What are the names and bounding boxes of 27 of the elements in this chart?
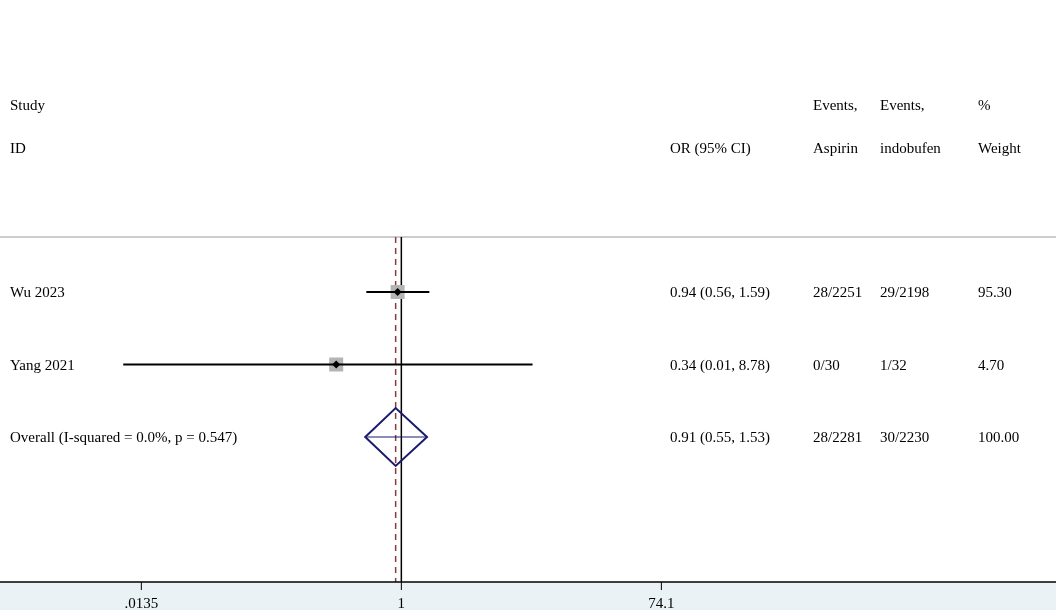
annotation: 30/2230 xyxy=(880,429,930,445)
text: Events, xyxy=(813,97,858,113)
text: Study xyxy=(10,97,46,113)
annotation: 95.30 xyxy=(978,284,1012,300)
text: indobufen xyxy=(880,140,942,156)
annotation: 28/2281 xyxy=(813,429,863,445)
annotation: 0.34 (0.01, 8.78) xyxy=(670,356,770,374)
annotation: 0.94 (0.56, 1.59) xyxy=(670,284,770,301)
y-tick-label: Overall (I-squared = 0.0%, p = 0.547) xyxy=(10,429,238,446)
text: Aspirin xyxy=(813,140,859,156)
annotation: 1/32 xyxy=(880,356,907,373)
x-tick-label: .0135 xyxy=(124,595,159,610)
annotation: 0/30 xyxy=(813,356,840,373)
annotation: 0.91 (0.55, 1.53) xyxy=(670,429,770,446)
x-tick-label: 1 xyxy=(397,595,406,610)
text: ID xyxy=(10,140,26,156)
text: Events, xyxy=(880,97,925,113)
annotation: 29/2198 xyxy=(880,284,930,300)
y-tick-label: Yang 2021 xyxy=(10,356,75,373)
annotation: 4.70 xyxy=(978,356,1005,373)
y-tick-label: Wu 2023 xyxy=(10,284,65,300)
annotation: 28/2251 xyxy=(813,284,863,300)
text: OR (95% CI) xyxy=(670,140,751,157)
annotation: 100.00 xyxy=(978,429,1020,445)
text: % xyxy=(978,97,991,113)
text: Weight xyxy=(978,140,1022,156)
x-tick-label: 74.1 xyxy=(648,595,675,610)
